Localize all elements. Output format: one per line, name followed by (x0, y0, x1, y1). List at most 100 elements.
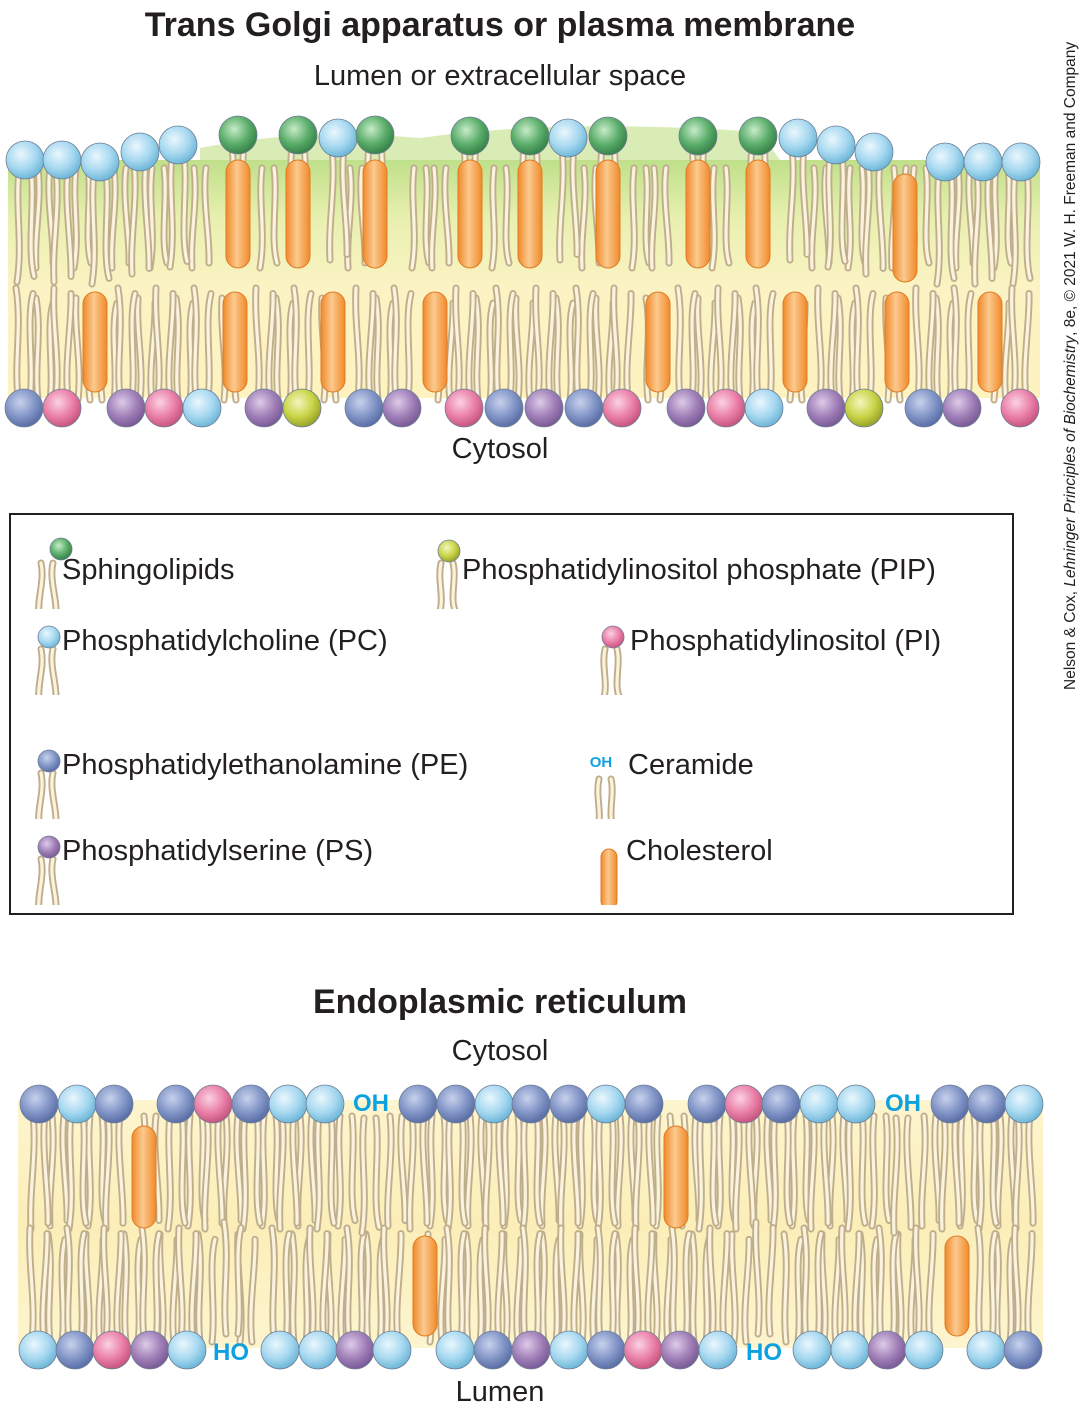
pc-head (925, 142, 965, 182)
cholesterol-molecule (422, 291, 448, 393)
cholesterol-molecule (745, 159, 771, 269)
pi-head (724, 1084, 764, 1124)
cholesterol-molecule (663, 1125, 689, 1229)
pc-head (372, 1330, 412, 1370)
lipid-tail (37, 647, 58, 695)
cholesterol-molecule (320, 291, 346, 393)
pi-head (42, 388, 82, 428)
er-cytosol-label: Cytosol (451, 1035, 549, 1067)
pc-head (778, 118, 818, 158)
ceramide-oh-label: HO (746, 1339, 782, 1366)
lipid-tail (650, 166, 671, 270)
lipid-tail (392, 286, 413, 400)
cholesterol-molecule (131, 1125, 157, 1229)
lipid-tail (846, 1112, 867, 1231)
pe-head (436, 1084, 476, 1124)
cholesterol-icon (600, 848, 618, 905)
lipid-tail (521, 1112, 542, 1231)
sphingolipid-head (738, 116, 778, 156)
legend-label-cholesterol: Cholesterol (626, 835, 773, 867)
lipid-tail (1011, 170, 1032, 286)
pc-head (549, 1330, 589, 1370)
lipid-tail (483, 1226, 504, 1342)
lipid-tail (614, 1232, 635, 1344)
pi-head (1000, 388, 1040, 428)
lipid-tail (676, 286, 697, 400)
sphingolipid-head (278, 115, 318, 155)
lipid-tail (754, 1220, 775, 1336)
lipid-tail (382, 1226, 403, 1342)
pc-head (744, 388, 784, 428)
lipid-tail (410, 166, 431, 270)
lipid-tail (104, 1112, 125, 1231)
lipid-tail (1010, 286, 1031, 400)
pc-head (182, 388, 222, 428)
pc-head (318, 118, 358, 158)
lipid-tail (15, 168, 36, 284)
lipid-tail (14, 286, 35, 400)
ceramide-oh-label: HO (213, 1339, 249, 1366)
lipid-tail (596, 1226, 617, 1342)
pc-head (268, 1084, 308, 1124)
pc-head (435, 1330, 475, 1370)
legend: Sphingolipids Phosphatidylinositol phosp… (9, 513, 1014, 915)
pc-head (836, 1084, 876, 1124)
pe-head (904, 388, 944, 428)
er-title: Endoplasmic reticulum (312, 983, 688, 1021)
pc-lipid-icon (35, 625, 61, 695)
lipid-tail (892, 1116, 913, 1235)
lipid-tail (174, 296, 195, 402)
ps-head (382, 388, 422, 428)
pe-head (231, 1084, 271, 1124)
credit-authors: Nelson & Cox, (1062, 586, 1079, 690)
sphingolipid-head (588, 116, 628, 156)
cholesterol-molecule (457, 159, 483, 269)
pc-head (548, 118, 588, 158)
pc-head (792, 1330, 832, 1370)
lipid-tail (336, 1114, 357, 1228)
lipid-tail (559, 1112, 580, 1231)
pc-head (260, 1330, 300, 1370)
pc-head (18, 1330, 58, 1370)
lipid-tail (734, 1112, 755, 1231)
ps-head (244, 388, 284, 428)
pi-head (193, 1084, 233, 1124)
pc-head (586, 1084, 626, 1124)
pip-head (437, 539, 461, 563)
pip-head (282, 388, 322, 428)
pc-head (1001, 142, 1041, 182)
lipid-tail (730, 1232, 751, 1344)
lipid-tail (788, 146, 809, 262)
cholesterol-molecule (977, 291, 1003, 393)
lipid-tail (602, 647, 621, 695)
pe-head (761, 1084, 801, 1124)
lipid-tail (203, 1112, 224, 1231)
pip-head (844, 388, 884, 428)
lipid-tail (37, 857, 58, 905)
lipid-tail (790, 1114, 811, 1228)
pi-head (706, 388, 746, 428)
lipid-tail (992, 166, 1013, 270)
lipid-tail (408, 1112, 429, 1231)
sphingolipid-head (678, 116, 718, 156)
lipid-tail (952, 286, 973, 400)
lipid-tail (222, 1220, 243, 1336)
pc-head (37, 625, 61, 649)
golgi-bilayer (4, 115, 1041, 428)
lipid-tail (116, 286, 137, 400)
lipid-tail (52, 168, 73, 284)
pe-head (344, 388, 384, 428)
lipid-tail (710, 166, 731, 270)
pc-head (799, 1084, 839, 1124)
pe-head (549, 1084, 589, 1124)
lipid-tail (973, 170, 994, 286)
lipid-tail (940, 1112, 961, 1231)
lipid-tail (445, 1226, 466, 1342)
lipid-tail (596, 1112, 617, 1231)
pi-head (601, 625, 625, 649)
pe-head (511, 1084, 551, 1124)
lipid-tail (540, 1232, 561, 1344)
lipid-tail (354, 286, 375, 400)
lipid-tail (870, 1114, 891, 1228)
golgi-lumen-label: Lumen or extracellular space (313, 60, 687, 92)
